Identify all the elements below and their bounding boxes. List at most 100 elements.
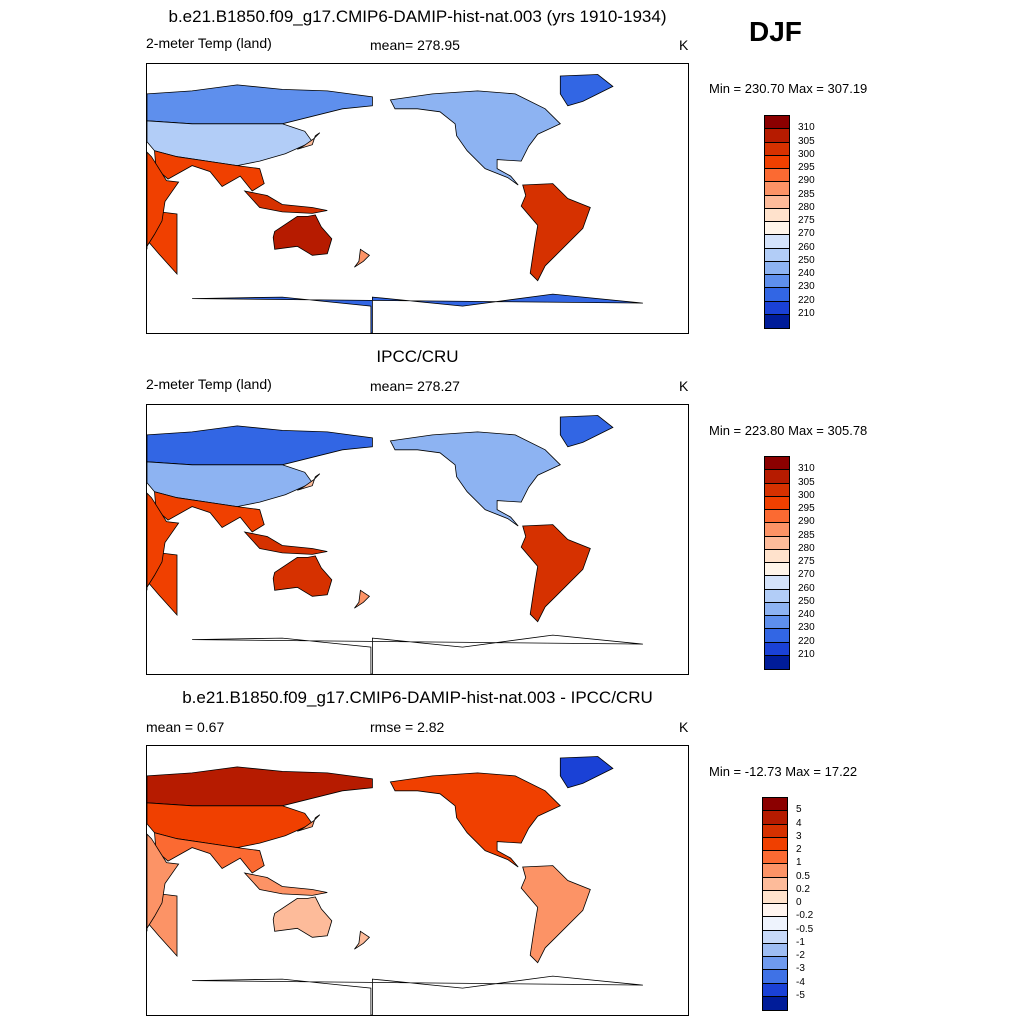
colorbar-swatch — [763, 798, 787, 812]
land-region-south-asia — [154, 491, 265, 533]
colorbar-tick-label: -4 — [796, 976, 805, 988]
colorbar-swatch — [765, 576, 789, 590]
colorbar-swatch — [763, 957, 787, 971]
colorbar-swatch — [765, 642, 789, 656]
colorbar-swatch — [763, 877, 787, 891]
colorbar-tick-label: 295 — [798, 162, 815, 173]
land-region-australia — [272, 214, 333, 256]
land-region-africa — [147, 151, 180, 250]
colorbar-swatch — [763, 983, 787, 997]
colorbar-swatch — [765, 235, 789, 249]
panel-1-colorbar — [764, 115, 790, 329]
land-region-antarctica — [192, 975, 643, 1015]
land-region-new-zealand — [354, 248, 371, 268]
colorbar-tick-label: 1 — [796, 857, 802, 869]
colorbar-tick-label: 260 — [798, 582, 815, 594]
land-region-north-america — [389, 772, 561, 868]
colorbar-swatch — [765, 470, 789, 484]
colorbar-tick-label: 285 — [798, 529, 815, 541]
colorbar-tick-label: 275 — [798, 215, 815, 226]
colorbar-tick-label: 240 — [798, 268, 815, 279]
land-region-north-america — [389, 431, 561, 527]
land-region-south-america — [520, 524, 591, 623]
colorbar-tick-label: 210 — [798, 307, 815, 319]
colorbar-swatch — [765, 589, 789, 603]
colorbar-tick-label: 280 — [798, 201, 815, 213]
colorbar-swatch — [765, 536, 789, 550]
colorbar-swatch — [765, 288, 789, 302]
land-region-south-asia — [154, 150, 265, 192]
colorbar-tick-label: 300 — [798, 148, 815, 160]
colorbar-tick-label: 260 — [798, 241, 815, 253]
colorbar-tick-label: -3 — [796, 963, 805, 975]
colorbar-swatch — [763, 811, 787, 825]
land-region-australia — [272, 555, 333, 597]
panel-1-unit: K — [679, 37, 689, 53]
colorbar-tick-label: 310 — [798, 122, 815, 134]
colorbar-tick-label: 3 — [796, 830, 802, 842]
colorbar-swatch — [765, 655, 789, 669]
colorbar-tick-label: 240 — [798, 609, 815, 620]
colorbar-swatch — [765, 483, 789, 497]
colorbar-swatch — [763, 890, 787, 904]
colorbar-swatch — [763, 917, 787, 931]
panel-2-mean: mean= 278.27 — [370, 378, 460, 394]
colorbar-tick-label: 0 — [796, 897, 802, 908]
colorbar-swatch — [765, 208, 789, 222]
colorbar-swatch — [765, 129, 789, 143]
land-region-south-america — [520, 183, 591, 282]
colorbar-swatch — [763, 930, 787, 944]
panel-3-mean: mean = 0.67 — [146, 719, 225, 735]
colorbar-swatch — [765, 182, 789, 196]
colorbar-tick-label: 305 — [798, 135, 815, 147]
colorbar-tick-label: 250 — [798, 254, 815, 266]
land-region-eurasia-north — [147, 425, 373, 466]
colorbar-tick-label: 295 — [798, 503, 815, 514]
colorbar-swatch — [765, 457, 789, 471]
colorbar-swatch — [765, 602, 789, 616]
colorbar-swatch — [765, 169, 789, 183]
colorbar-tick-label: 0.5 — [796, 870, 810, 882]
colorbar-swatch — [765, 195, 789, 209]
colorbar-tick-label: -0.2 — [796, 910, 814, 922]
panel-3-colorbar — [762, 797, 788, 1011]
colorbar-swatch — [765, 248, 789, 262]
colorbar-tick-label: 5 — [796, 804, 802, 816]
panel-3-unit: K — [679, 719, 689, 735]
panel-2-unit: K — [679, 378, 689, 394]
land-region-eurasia-north — [147, 84, 373, 125]
colorbar-swatch — [763, 996, 787, 1010]
panel-2-map-svg — [147, 415, 643, 674]
colorbar-swatch — [765, 116, 789, 130]
colorbar-swatch — [763, 824, 787, 838]
colorbar-swatch — [763, 851, 787, 865]
colorbar-tick-label: 220 — [798, 635, 815, 647]
panel-1-mean: mean= 278.95 — [370, 37, 460, 53]
land-region-eurasia-north — [147, 766, 373, 807]
colorbar-tick-label: 285 — [798, 188, 815, 200]
land-region-japan — [297, 473, 321, 491]
colorbar-swatch — [765, 510, 789, 524]
colorbar-tick-label: 310 — [798, 463, 815, 475]
colorbar-swatch — [765, 563, 789, 577]
colorbar-swatch — [763, 837, 787, 851]
panel-2-map — [146, 404, 689, 675]
land-region-africa — [147, 833, 180, 932]
colorbar-swatch — [763, 943, 787, 957]
land-region-north-america — [389, 90, 561, 186]
land-region-south-america — [520, 865, 591, 964]
land-region-se-asia — [243, 531, 328, 555]
panel-2-colorbar — [764, 456, 790, 670]
colorbar-tick-label: -0.5 — [796, 923, 814, 935]
colorbar-swatch — [763, 904, 787, 918]
panel-1-left-label: 2-meter Temp (land) — [146, 35, 272, 51]
season-label: DJF — [749, 16, 802, 47]
colorbar-swatch — [765, 275, 789, 289]
land-region-africa — [147, 492, 180, 591]
panel-2-left-label: 2-meter Temp (land) — [146, 376, 272, 392]
colorbar-swatch — [765, 261, 789, 275]
colorbar-tick-label: -1 — [796, 936, 805, 948]
colorbar-tick-label: -2 — [796, 950, 805, 961]
panel-1-minmax: Min = 230.70 Max = 307.19 — [709, 81, 868, 96]
colorbar-tick-label: 290 — [798, 516, 815, 528]
